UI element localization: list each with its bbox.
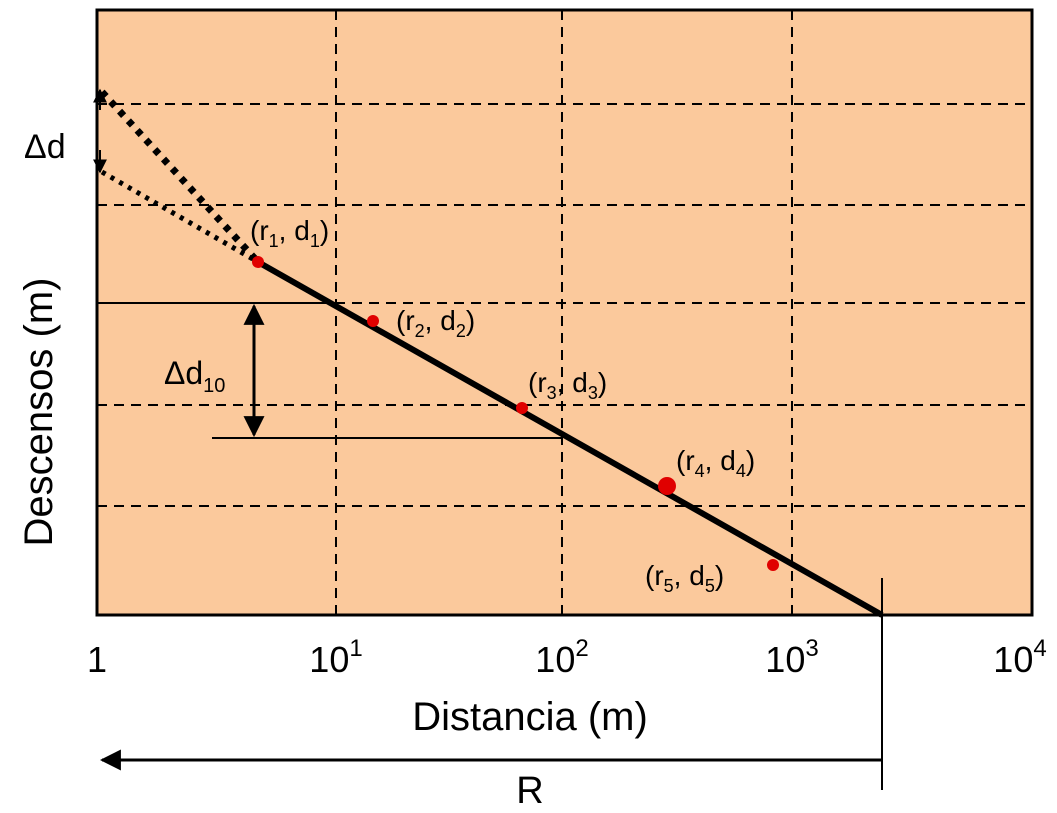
data-point-label: (r2, d2) xyxy=(396,305,475,341)
delta-d-label: Δd xyxy=(24,128,66,166)
data-point xyxy=(367,315,379,327)
x-tick-label: 1 xyxy=(87,639,107,680)
x-axis-ticks: 1 101 102 103 104 xyxy=(87,635,1047,680)
data-point-label: (r1, d1) xyxy=(250,215,329,251)
extrapolated-line-lower xyxy=(100,169,260,265)
delta-d10-label: Δd10 xyxy=(164,355,225,397)
data-point xyxy=(516,402,528,414)
fitted-line xyxy=(256,259,884,618)
data-point xyxy=(252,256,264,268)
data-point xyxy=(658,477,676,495)
data-point-label: (r4, d4) xyxy=(676,445,755,481)
x-axis-label: Distancia (m) xyxy=(412,695,648,739)
x-tick-label: 102 xyxy=(535,635,588,680)
data-point xyxy=(767,559,779,571)
data-points: (r1, d1) (r2, d2) (r3, d3) (r4, d4) (r5, d5) xyxy=(250,215,779,596)
data-point-label: (r5, d5) xyxy=(645,560,724,596)
x-tick-label: 104 xyxy=(993,635,1046,680)
y-axis-label: Descensos (m) xyxy=(17,278,61,547)
radius-label: R xyxy=(516,770,543,808)
x-tick-label: 103 xyxy=(765,635,818,680)
data-point-label: (r3, d3) xyxy=(528,367,607,403)
plot-area xyxy=(95,8,1034,617)
x-tick-label: 101 xyxy=(309,635,362,680)
